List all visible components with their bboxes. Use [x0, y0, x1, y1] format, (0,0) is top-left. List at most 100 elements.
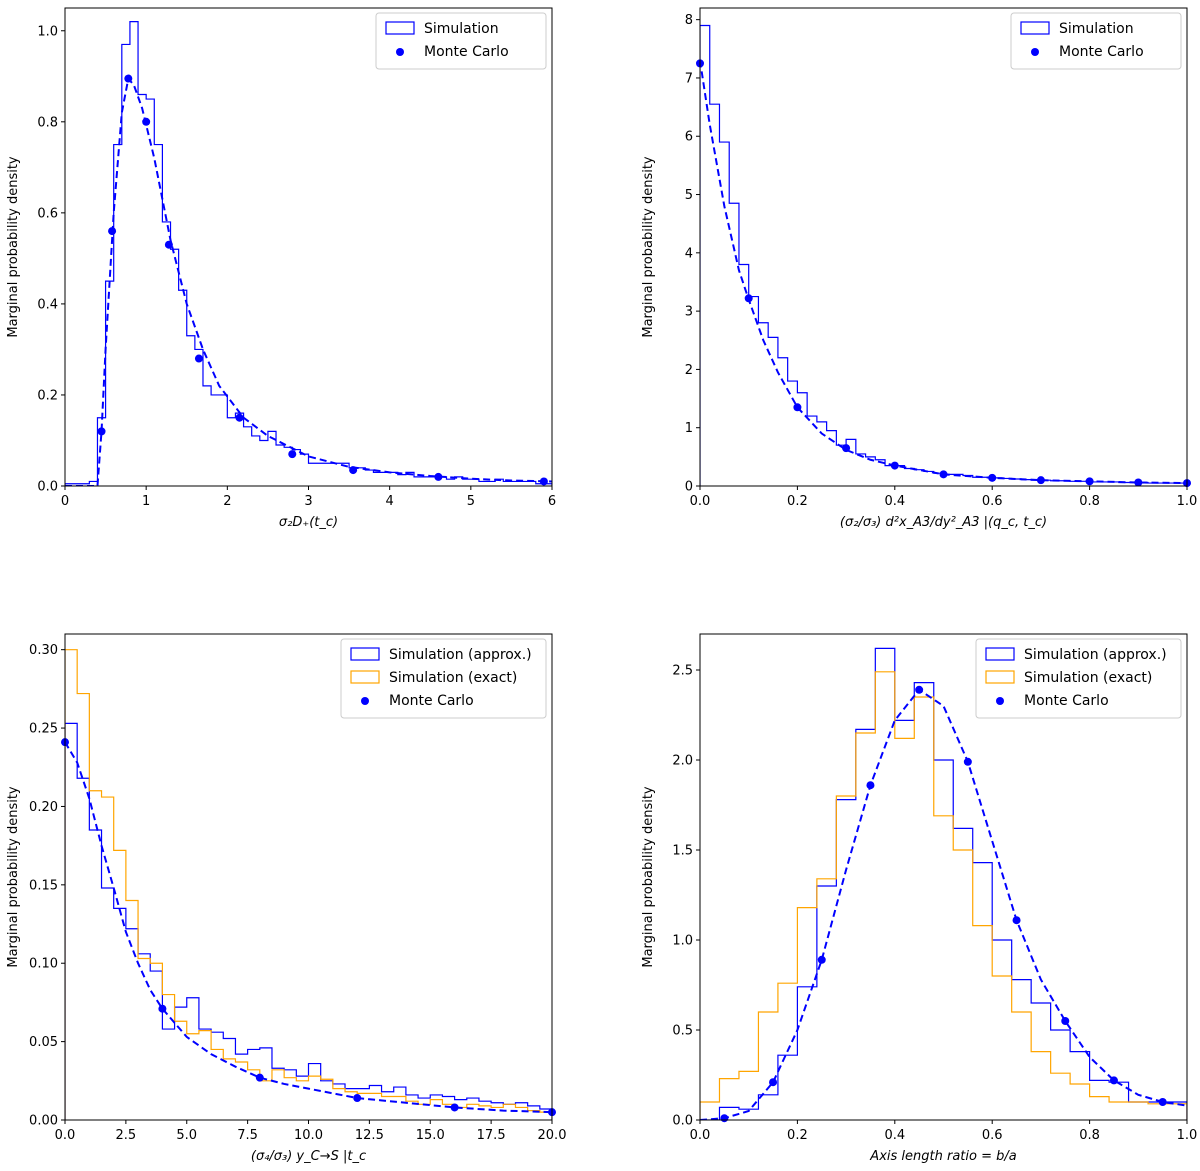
x-axis-label: σ₂D₊(t_c) [279, 515, 338, 530]
y-tick-label: 0.10 [29, 957, 58, 972]
x-tick-label: 0.2 [787, 494, 808, 509]
x-tick-label: 0.8 [1079, 494, 1100, 509]
chart-panel-p4: 0.0 0.2 0.4 0.6 0.8 1.0 0.0 0.5 1.0 1.5 2.0 2.5 Axis… [641, 633, 1198, 1164]
x-axis-label: (σ₄/σ₃) y_C→S |t_c [251, 1149, 366, 1164]
monte-carlo-point [353, 1094, 362, 1103]
fit-curve-dashed [700, 688, 1187, 1120]
monte-carlo-point [1085, 477, 1094, 486]
y-tick-label: 0.5 [672, 1024, 693, 1039]
monte-carlo-point [1109, 1076, 1118, 1085]
legend: Simulation (approx.) Simulation (exact) Mo… [340, 638, 547, 719]
monte-carlo-point [1061, 1017, 1070, 1025]
x-tick-label: 0.0 [690, 1128, 711, 1143]
y-tick-label: 0.05 [29, 1035, 58, 1050]
x-tick-label: 10.0 [294, 1128, 323, 1143]
monte-carlo-point [235, 413, 244, 422]
legend-swatch-step [350, 647, 380, 661]
x-tick-label: 0.6 [982, 1128, 1003, 1143]
plot-area [65, 649, 552, 1120]
y-axis-label: Marginal probability density [6, 786, 21, 968]
y-tick-label: 0.30 [29, 643, 58, 658]
legend-entry-label: Simulation (exact) [1024, 670, 1152, 686]
monte-carlo-point [539, 477, 548, 486]
y-tick-label: 5 [685, 188, 693, 203]
y-tick-label: 1.5 [672, 844, 693, 859]
monte-carlo-point [108, 227, 117, 236]
legend-entry-label: Monte Carlo [424, 44, 509, 60]
monte-carlo-point [793, 403, 802, 412]
y-axis-label: Marginal probability density [6, 156, 21, 338]
monte-carlo-point [194, 354, 203, 363]
y-tick-label: 8 [685, 13, 693, 28]
x-tick-label: 0.4 [884, 494, 905, 509]
monte-carlo-point [817, 955, 826, 964]
monte-carlo-point [939, 470, 948, 479]
x-tick-label: 7.5 [237, 1128, 258, 1143]
monte-carlo-point [349, 466, 358, 475]
monte-carlo-point [744, 294, 753, 303]
monte-carlo-point [1134, 478, 1143, 487]
y-tick-label: 0.15 [29, 878, 58, 893]
monte-carlo-point [288, 450, 297, 459]
y-tick-label: 2.5 [672, 664, 693, 679]
monte-carlo-point [720, 1114, 729, 1123]
y-tick-label: 6 [685, 130, 693, 145]
monte-carlo-point [1012, 916, 1021, 925]
x-tick-label: 6 [548, 494, 556, 509]
y-tick-label: 2.0 [672, 754, 693, 769]
legend-entry-label: Monte Carlo [389, 693, 474, 709]
histogram-step-0 [65, 21, 552, 486]
x-tick-label: 0.8 [1079, 1128, 1100, 1143]
monte-carlo-point [915, 685, 924, 694]
legend-box [975, 638, 1182, 719]
legend-box [1010, 12, 1182, 70]
y-tick-label: 1.0 [37, 24, 58, 39]
histogram-step-0 [700, 24, 1187, 486]
y-tick-label: 0.2 [37, 388, 58, 403]
monte-carlo-point [142, 117, 151, 126]
legend-entry-label: Simulation (exact) [389, 670, 517, 686]
y-tick-label: 0 [685, 480, 693, 495]
y-tick-label: 0.8 [37, 115, 58, 130]
axes-frame [699, 633, 1188, 1121]
legend-swatch-point [1031, 48, 1039, 56]
y-tick-label: 7 [685, 71, 693, 86]
x-tick-label: 5 [467, 494, 475, 509]
legend-swatch-step [985, 647, 1015, 661]
x-tick-label: 1 [142, 494, 150, 509]
x-tick-label: 1.0 [1177, 1128, 1198, 1143]
fit-curve-dashed [65, 76, 552, 486]
y-tick-label: 3 [685, 305, 693, 320]
x-tick-label: 1.0 [1177, 494, 1198, 509]
x-tick-label: 0.0 [690, 494, 711, 509]
y-tick-label: 0.4 [37, 297, 58, 312]
legend-swatch-point [396, 48, 404, 56]
legend: Simulation Monte Carlo [375, 12, 547, 70]
x-tick-label: 0 [61, 494, 69, 509]
monte-carlo-point [434, 472, 443, 481]
chart-panel-p1: 0 1 2 3 4 5 6 0.0 0.2 0.4 0.6 0.8 1.0 σ₂D₊(t_c) Margin… [6, 7, 556, 530]
legend-swatch-step [385, 21, 415, 35]
legend-box [375, 12, 547, 70]
y-tick-label: 0.0 [37, 480, 58, 495]
legend: Simulation Monte Carlo [1010, 12, 1182, 70]
monte-carlo-point [1036, 476, 1045, 485]
histogram-step-1 [65, 649, 552, 1120]
monte-carlo-point [963, 757, 972, 766]
legend-box [340, 638, 547, 719]
x-tick-label: 4 [386, 494, 394, 509]
x-tick-label: 0.0 [55, 1128, 76, 1143]
monte-carlo-point [769, 1078, 778, 1087]
y-tick-label: 4 [685, 246, 693, 261]
x-tick-label: 0.6 [982, 494, 1003, 509]
y-tick-label: 1.0 [672, 934, 693, 949]
x-tick-label: 20.0 [538, 1128, 567, 1143]
y-tick-label: 0.20 [29, 800, 58, 815]
monte-carlo-point [124, 74, 133, 83]
legend-entry-label: Monte Carlo [1024, 693, 1109, 709]
legend-swatch-step [1020, 21, 1050, 35]
plot-area [700, 24, 1187, 486]
chart-panel-p3: 0.0 2.5 5.0 7.5 10.0 12.5 15.0 17.5 20.0 0.00 0.05… [6, 633, 567, 1164]
y-axis-label: Marginal probability density [641, 156, 656, 338]
